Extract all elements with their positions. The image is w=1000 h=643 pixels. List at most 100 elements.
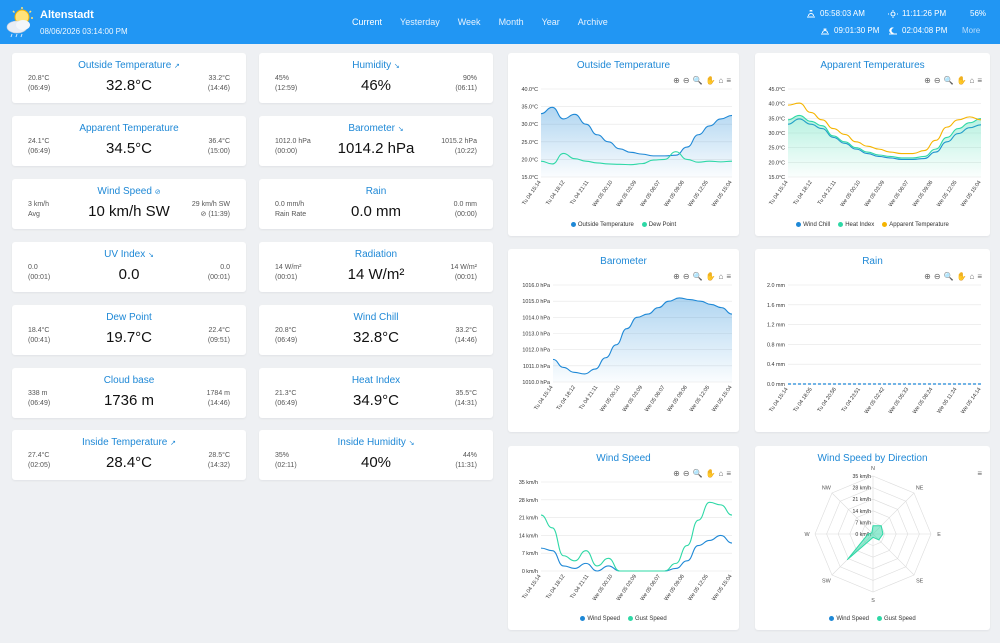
barometer-chart: 1016.0 hPa 1015.0 hPa 1014.0 hPa 1013.0 hPa… xyxy=(522,283,733,413)
y-tick-label: 45.0°C xyxy=(768,87,785,93)
card-title[interactable]: Radiation xyxy=(354,249,398,260)
home-icon[interactable]: ⌂ xyxy=(718,469,724,478)
radius-tick-label: 14 km/h xyxy=(853,509,872,515)
home-icon[interactable]: ⌂ xyxy=(718,76,724,85)
card-title[interactable]: Cloud base xyxy=(103,375,155,386)
card-value: 32.8°C xyxy=(352,329,400,346)
card-min: 24.1°C (06:49) xyxy=(28,138,51,155)
y-tick-label: 1011.0 hPa xyxy=(523,364,550,370)
menu-icon[interactable]: ≡ xyxy=(726,469,731,478)
legend-item[interactable]: Gust Speed xyxy=(877,615,916,622)
card-title[interactable]: Heat Index xyxy=(351,375,401,386)
legend-item[interactable]: Outside Temperature xyxy=(570,221,634,228)
radius-tick-label: 7 km/h xyxy=(855,520,871,526)
y-tick-label: 35 km/h xyxy=(519,480,538,486)
card-min: 338 m (06:49) xyxy=(28,390,51,407)
chart-panel-wind-speed: Wind Speed ⊕ ⊖ 🔍 ✋ ⌂ ≡ 35 km/h 28 km/h 21 km/h 1… xyxy=(508,446,739,630)
x-tick-label: We 05 03:09 xyxy=(616,180,638,208)
x-tick-label: We 05 06:07 xyxy=(644,385,666,413)
tab-current[interactable]: Current xyxy=(352,17,383,27)
menu-icon[interactable]: ≡ xyxy=(977,272,982,281)
legend-item[interactable]: Dew Point xyxy=(641,221,676,228)
series-line-barometer xyxy=(552,297,733,375)
card-title[interactable]: Wind Speed ⊘ xyxy=(97,186,161,197)
legend-item[interactable]: Apparent Temperature xyxy=(882,221,949,228)
card-max: 1015.2 hPa (10:22) xyxy=(441,138,477,155)
x-tick-label: Tu 04 18:12 xyxy=(792,180,813,207)
tab-week[interactable]: Week xyxy=(457,17,481,27)
more-link[interactable]: More xyxy=(962,26,981,35)
card-max: 33.2°C (14:46) xyxy=(207,75,230,92)
moon-icon xyxy=(959,9,963,18)
legend-item[interactable]: Heat Index xyxy=(838,221,874,228)
y-tick-label: 1013.0 hPa xyxy=(522,332,550,338)
card-title[interactable]: Humidity ↘ xyxy=(352,60,400,71)
zoom-in-icon[interactable]: ⊕ xyxy=(924,272,931,281)
period-nav: Current Yesterday Week Month Year Archiv… xyxy=(352,17,626,27)
home-icon[interactable]: ⌂ xyxy=(969,76,975,85)
magnify-icon[interactable]: 🔍 xyxy=(692,76,703,85)
zoom-in-icon[interactable]: ⊕ xyxy=(673,272,680,281)
magnify-icon[interactable]: 🔍 xyxy=(692,272,703,281)
legend-item[interactable]: Gust Speed xyxy=(628,615,667,622)
card-uv-index: UV Index ↘ 0.0 (00:01) 0.0 0.0 (00:01) xyxy=(12,242,246,292)
home-icon[interactable]: ⌂ xyxy=(718,272,724,281)
pan-hand-icon[interactable]: ✋ xyxy=(705,469,716,478)
magnify-icon[interactable]: 🔍 xyxy=(692,469,703,478)
pan-hand-icon[interactable]: ✋ xyxy=(705,272,716,281)
tab-archive[interactable]: Archive xyxy=(577,17,608,27)
pan-hand-icon[interactable]: ✋ xyxy=(956,272,967,281)
zoom-in-icon[interactable]: ⊕ xyxy=(673,469,680,478)
x-tick-label: Tu 04 15:14 xyxy=(521,574,542,601)
tab-yesterday[interactable]: Yesterday xyxy=(400,17,440,27)
card-max: 22.4°C (09:51) xyxy=(207,327,230,344)
card-title[interactable]: UV Index ↘ xyxy=(104,249,154,260)
direction-label: NW xyxy=(822,485,832,491)
card-title[interactable]: Apparent Temperature xyxy=(79,123,179,134)
pan-hand-icon[interactable]: ✋ xyxy=(956,76,967,85)
tab-month[interactable]: Month xyxy=(498,17,524,27)
card-min: 45% (12:59) xyxy=(275,75,298,92)
moonrise-icon xyxy=(889,27,897,34)
card-humidity: Humidity ↘ 45% (12:59) 46% 90% (06:11) xyxy=(259,53,493,103)
direction-label: SW xyxy=(822,579,832,585)
legend-item[interactable]: Wind Speed xyxy=(580,615,620,622)
zoom-out-icon[interactable]: ⊖ xyxy=(933,272,941,281)
chart-title: Apparent Temperatures xyxy=(820,60,925,71)
zoom-in-icon[interactable]: ⊕ xyxy=(924,76,931,85)
radius-tick-label: 28 km/h xyxy=(853,486,872,492)
chart-legend: Wind Speed Gust Speed xyxy=(508,615,739,622)
magnify-icon[interactable]: 🔍 xyxy=(943,272,954,281)
x-tick-label: Tu 04 18:12 xyxy=(556,385,577,412)
card-rain: Rain 0.0 mm/h Rain Rate 0.0 mm 0.0 mm (00:00… xyxy=(259,179,493,229)
card-title[interactable]: Barometer ↘ xyxy=(348,123,404,134)
daylight-time: 11:11:26 PM xyxy=(902,9,947,18)
legend-item[interactable]: Wind Speed xyxy=(829,615,869,622)
y-tick-label: 14 km/h xyxy=(519,533,538,539)
zoom-out-icon[interactable]: ⊖ xyxy=(682,76,690,85)
card-title[interactable]: Wind Chill xyxy=(353,312,399,323)
pan-hand-icon[interactable]: ✋ xyxy=(705,76,716,85)
menu-icon[interactable]: ≡ xyxy=(726,76,731,85)
home-icon[interactable]: ⌂ xyxy=(969,272,975,281)
card-title[interactable]: Inside Humidity ↘ xyxy=(337,437,415,448)
card-title[interactable]: Rain xyxy=(365,186,387,197)
menu-icon[interactable]: ≡ xyxy=(726,272,731,281)
zoom-in-icon[interactable]: ⊕ xyxy=(673,76,680,85)
menu-icon[interactable]: ≡ xyxy=(977,76,982,85)
trend-icon: ↗ xyxy=(174,63,180,70)
zoom-out-icon[interactable]: ⊖ xyxy=(933,76,941,85)
x-tick-label: We 05 15:04 xyxy=(960,180,982,208)
card-title[interactable]: Outside Temperature ↗ xyxy=(78,60,180,71)
zoom-out-icon[interactable]: ⊖ xyxy=(682,469,690,478)
x-tick-label: We 05 08:24 xyxy=(912,387,934,415)
zoom-out-icon[interactable]: ⊖ xyxy=(682,272,690,281)
tab-year[interactable]: Year xyxy=(541,17,560,27)
card-title[interactable]: Inside Temperature ↗ xyxy=(81,437,177,448)
legend-item[interactable]: Wind Chill xyxy=(796,221,830,228)
chart-legend: Wind Chill Heat Index Apparent Temperature xyxy=(755,221,990,228)
magnify-icon[interactable]: 🔍 xyxy=(943,76,954,85)
menu-icon[interactable]: ≡ xyxy=(977,469,982,478)
outside-temperature-chart: 40.0°C35.0°C30.0°C25.0°C20.0°C15.0°CTu 0… xyxy=(521,87,733,208)
card-title[interactable]: Dew Point xyxy=(106,312,152,323)
